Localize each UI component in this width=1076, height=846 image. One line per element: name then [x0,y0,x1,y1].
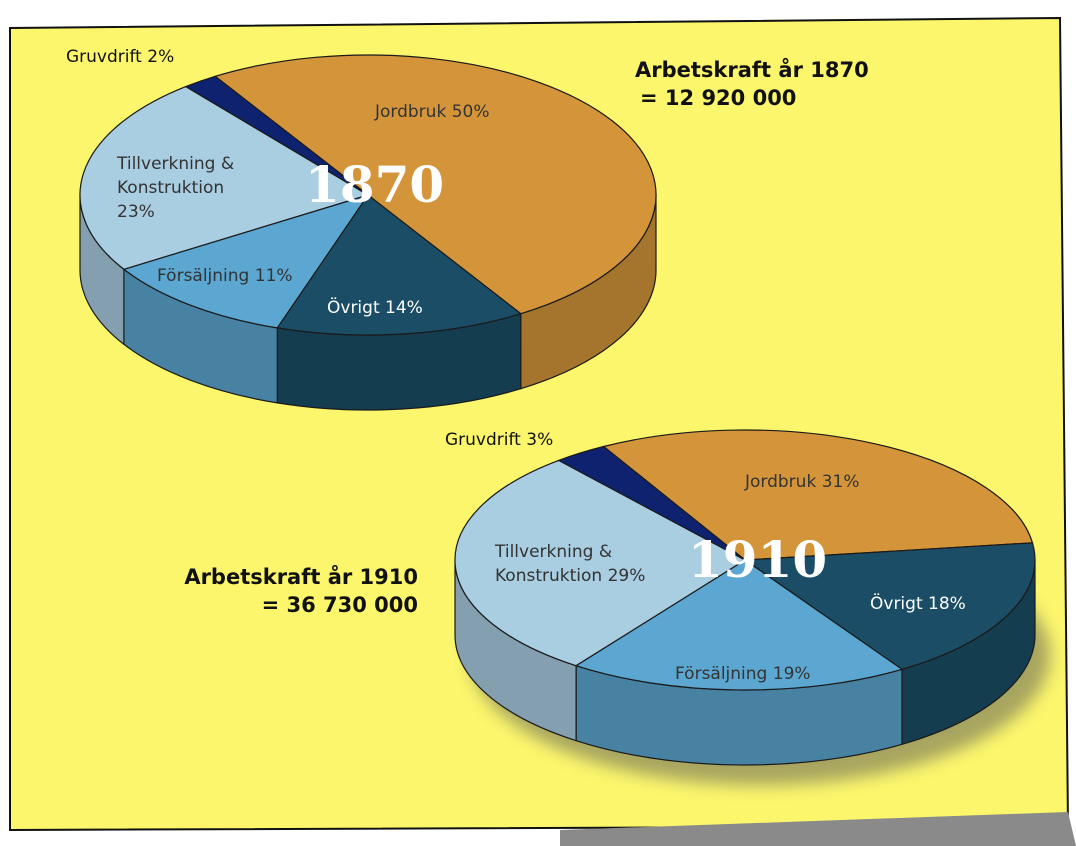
slice-label: Övrigt 18% [870,594,966,614]
annotation: = 12 920 000 [640,86,797,110]
slice-label: Jordbruk 50% [375,102,490,122]
slice [122,193,370,329]
slice-label: Övrigt 14% [327,298,423,318]
slice-label: Jordbruk 31% [745,472,860,492]
slice [743,542,1036,670]
slice [557,445,746,561]
slice-label: Försäljning 19% [675,664,811,684]
center-label: 1870 [305,155,445,214]
slice-label: Försäljning 11% [157,266,293,286]
slice [184,75,369,196]
slice-label: Tillverkning & Konstruktion 23% [117,154,235,222]
center-label: 1910 [688,530,828,589]
slice-label: Tillverkning & Konstruktion 29% [495,542,646,586]
annotation: = 36 730 000 [261,593,418,617]
page-edge [560,812,1076,846]
slice [602,429,1034,561]
slice [276,194,523,336]
slice-label: Gruvdrift 3% [445,430,554,450]
slice [213,54,657,315]
slice [454,459,747,667]
annotation: Arbetskraft år 1870 [635,58,869,82]
slice [79,85,370,270]
slice-label: Gruvdrift 2% [66,47,175,67]
annotation: Arbetskraft år 1910 [184,565,418,589]
slice [574,559,904,691]
